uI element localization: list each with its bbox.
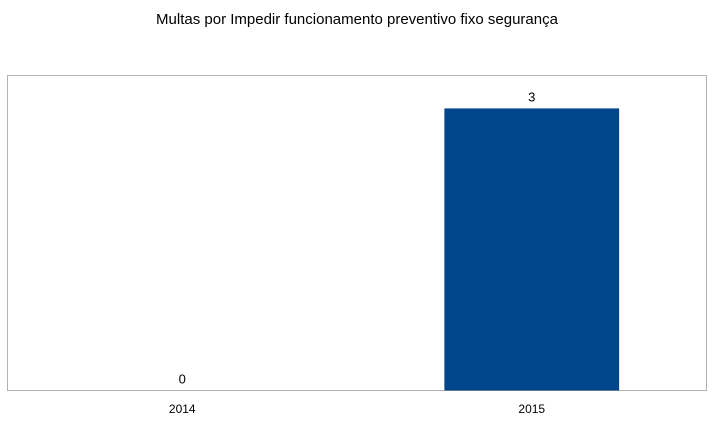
data-label-2014: 0 — [179, 372, 186, 387]
bar-2015 — [444, 108, 620, 391]
x-tick-label-2014: 2014 — [169, 402, 196, 416]
bars-layer — [444, 108, 620, 391]
chart-title: Multas por Impedir funcionamento prevent… — [156, 11, 558, 28]
labels-layer: 03 — [179, 89, 536, 386]
data-label-2015: 3 — [528, 89, 535, 104]
x-tick-label-2015: 2015 — [518, 402, 545, 416]
x-tick-labels: 2014 2015 — [169, 402, 546, 416]
